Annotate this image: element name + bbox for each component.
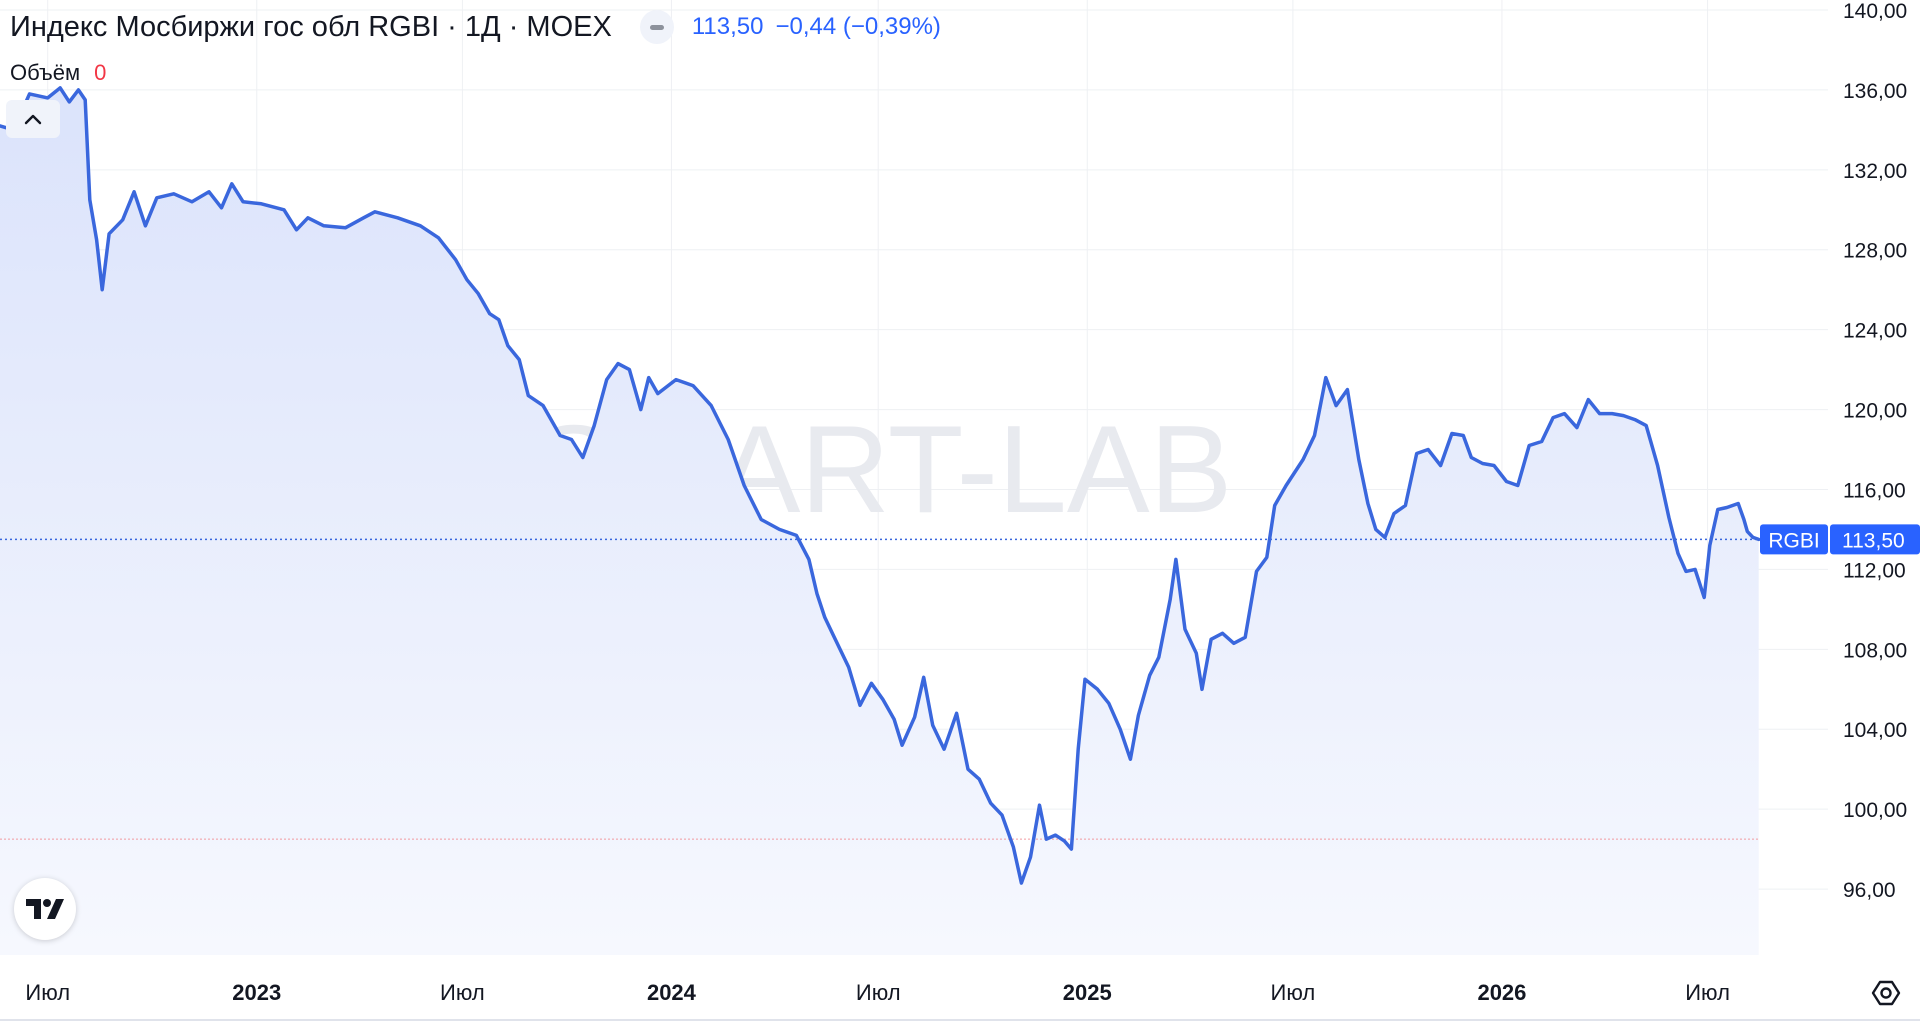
price-axis[interactable]: 140,00 136,00 132,00 128,00 124,00 120,00 116,… <box>1843 0 1907 902</box>
collapse-legend-button[interactable] <box>6 100 60 138</box>
time-axis-label: Июл <box>1685 980 1730 1005</box>
time-axis-label: Июл <box>25 980 70 1005</box>
time-axis-label: Июл <box>1271 980 1316 1005</box>
last-price: 113,50 <box>691 13 764 40</box>
price-axis-label: 104,00 <box>1843 719 1907 742</box>
time-axis-label: 2023 <box>232 980 281 1005</box>
volume-value: 0 <box>94 60 107 85</box>
volume-label[interactable]: Объём <box>10 60 81 85</box>
time-axis-label: 2025 <box>1063 980 1112 1005</box>
settings-button[interactable] <box>1868 975 1904 1011</box>
time-axis[interactable]: Июл 2023 Июл 2024 Июл 2025 Июл 2026 Июл <box>25 980 1730 1005</box>
legend-volume-row: Объём 0 <box>10 58 106 88</box>
symbol-tag: RGBI <box>1768 529 1819 552</box>
symbol-tag-bg <box>1760 524 1828 555</box>
price-axis-label: 120,00 <box>1843 400 1907 423</box>
price-axis-label: 140,00 <box>1843 0 1907 23</box>
legend-toggle-button[interactable] <box>639 10 674 44</box>
price-axis-label: 112,00 <box>1843 559 1906 582</box>
price-area-fill <box>0 87 1759 955</box>
time-axis-label: 2026 <box>1477 980 1526 1005</box>
time-axis-label: 2024 <box>647 980 697 1005</box>
price-axis-label: 100,00 <box>1843 799 1907 822</box>
price-axis-label: 96,00 <box>1843 879 1896 902</box>
settings-icon <box>1871 980 1901 1006</box>
price-axis-label: 116,00 <box>1843 479 1906 502</box>
chevron-up-icon <box>24 114 42 125</box>
current-price-tag: RGBI 113,50 <box>1760 524 1920 555</box>
legend-title-row: Индекс Мосбиржи гос обл RGBI · 1Д · MOEX… <box>10 8 941 46</box>
price-axis-label: 128,00 <box>1843 240 1907 263</box>
price-axis-label: 124,00 <box>1843 320 1907 343</box>
price-tag-bg <box>1830 524 1920 555</box>
price-line <box>0 86 1761 885</box>
price-change: −0,44 (−0,39%) <box>775 13 941 40</box>
price-axis-label: 108,00 <box>1843 639 1907 662</box>
minus-icon <box>649 25 664 30</box>
price-tag: 113,50 <box>1842 529 1905 552</box>
price-axis-label: 136,00 <box>1843 80 1907 103</box>
time-axis-label: Июл <box>856 980 901 1005</box>
symbol-title[interactable]: Индекс Мосбиржи гос обл RGBI · 1Д · MOEX <box>10 10 612 43</box>
tv-logo-mark <box>26 899 64 919</box>
time-axis-label: Июл <box>440 980 485 1005</box>
price-axis-label: 132,00 <box>1843 160 1907 183</box>
tradingview-logo-icon[interactable] <box>14 878 76 940</box>
